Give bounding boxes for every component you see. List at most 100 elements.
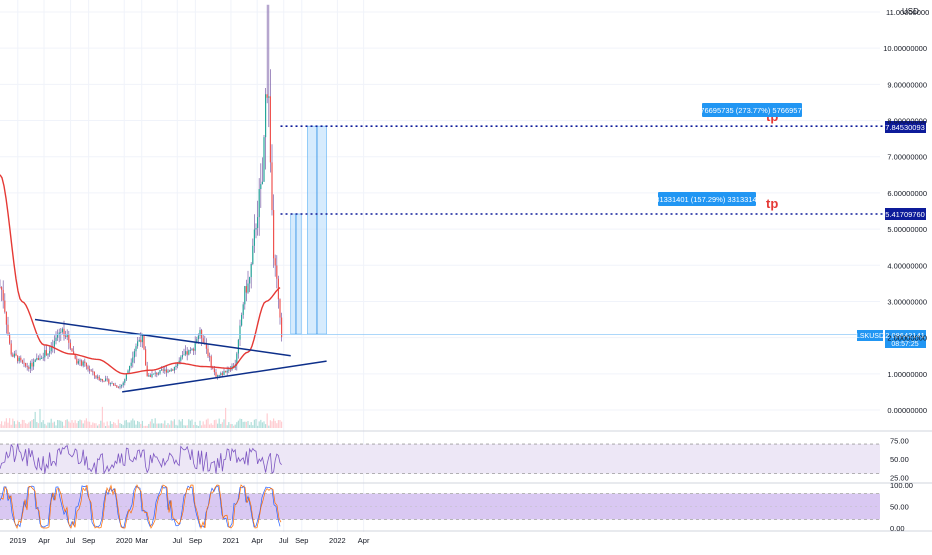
stoch-k-line	[0, 485, 281, 528]
volume-bar	[167, 423, 169, 428]
volume-bar	[106, 421, 108, 428]
candle-body	[205, 343, 207, 349]
price-levels[interactable]	[0, 125, 884, 335]
volume-bar	[146, 425, 148, 428]
volume-bar	[61, 421, 63, 428]
candle-body	[178, 360, 180, 364]
volume-bar	[127, 422, 129, 428]
volume-bar	[205, 419, 207, 428]
volume-bar	[74, 420, 76, 428]
candle-body	[180, 357, 182, 361]
volume-bar	[249, 424, 251, 428]
volume-bar	[42, 420, 44, 428]
price-tick-label: 4.00000000	[887, 261, 927, 270]
candle-body	[92, 371, 94, 373]
candle-body	[122, 382, 124, 386]
moving-average	[0, 174, 281, 375]
candle-body	[60, 331, 62, 333]
volume-bar	[23, 420, 25, 428]
volume-bar	[210, 423, 212, 428]
volume-bar	[153, 423, 155, 428]
volume-bar	[122, 425, 124, 428]
volume-bar	[220, 423, 222, 428]
time-tick-label: Jul	[172, 536, 182, 545]
volume-bar	[245, 421, 247, 428]
volume-bar	[201, 425, 203, 428]
volume-bar	[53, 421, 55, 428]
candle-body	[193, 348, 195, 351]
volume-bar	[170, 420, 172, 428]
volume-bar	[69, 422, 71, 428]
volume-bar	[241, 419, 243, 428]
measure-label-2: 5.76695735 (273.77%) 576695735	[694, 106, 810, 115]
volume-bar	[234, 424, 236, 428]
candle-body	[276, 265, 278, 279]
time-tick-label: Sep	[295, 536, 308, 545]
time-tick-label: Mar	[135, 536, 148, 545]
price-axis[interactable]: 10.00000000 9.00000000 8.00000000 7.0000000…	[883, 8, 929, 415]
volume-bar	[143, 425, 145, 428]
candle-body	[165, 369, 167, 373]
volume-bar	[261, 422, 263, 428]
volume-bar	[196, 425, 198, 428]
volume-bar	[29, 421, 31, 428]
time-axis[interactable]: 2019 Apr Jul Sep 2020 Mar Jul Sep 2021 Apr Jul Sep 2…	[9, 536, 370, 545]
volume-bar	[79, 419, 81, 428]
candle-body	[149, 375, 151, 378]
volume-bar	[202, 421, 204, 428]
trendlines[interactable]	[34, 318, 327, 393]
candle-body	[106, 378, 108, 380]
volume-bar	[71, 420, 73, 428]
candle-body	[130, 362, 132, 366]
volume-bar	[68, 421, 70, 428]
volume-bar	[269, 420, 271, 428]
volume-bar	[237, 420, 239, 428]
price-tick-label: 6.00000000	[887, 189, 927, 198]
volume-bar	[34, 411, 36, 428]
volume-bar	[98, 424, 100, 428]
volume-bar	[55, 425, 57, 428]
volume-bar	[268, 425, 270, 428]
volume-bar	[13, 421, 15, 428]
candle-body	[87, 366, 89, 370]
volume-bar	[250, 422, 252, 428]
candle-body	[260, 184, 262, 190]
volume-bar	[119, 423, 121, 428]
volume-bar	[162, 423, 164, 428]
volume-bar	[97, 425, 99, 428]
level-badge-2[interactable]	[885, 121, 926, 133]
volume-bar	[226, 425, 228, 428]
volume-bar	[191, 419, 193, 428]
candle-body	[210, 356, 212, 368]
candle-body	[263, 137, 265, 182]
volume-bar	[76, 423, 78, 428]
candle-body	[137, 341, 139, 347]
time-tick-label: Sep	[189, 536, 202, 545]
candle-body	[44, 350, 46, 358]
volume-bar	[114, 423, 116, 428]
volume-bar	[21, 419, 23, 428]
volume-bar	[26, 423, 28, 428]
volume-bar	[213, 420, 215, 428]
candle-body	[36, 358, 38, 360]
measure-label-1: 3.31331401 (157.29%) 331331401	[649, 195, 765, 204]
volume-bar	[253, 419, 255, 428]
volume-bar	[140, 424, 142, 428]
level-badge-1[interactable]	[885, 208, 926, 220]
last-price-label: 2.08642141	[885, 331, 925, 340]
rsi-tick-label: 75.00	[890, 436, 909, 445]
volume-bar	[277, 420, 279, 428]
volume-bar	[154, 418, 156, 428]
candle-body	[191, 348, 193, 351]
time-tick-label: Apr	[251, 536, 263, 545]
volume-bar	[117, 419, 119, 428]
volume-bar	[66, 419, 68, 428]
volume-bar	[157, 423, 159, 428]
volume-bar	[260, 419, 262, 428]
volume-bar	[156, 423, 158, 428]
candle-body	[42, 357, 44, 359]
price-tick-label: 1.00000000	[887, 370, 927, 379]
volume-bar	[36, 422, 38, 428]
